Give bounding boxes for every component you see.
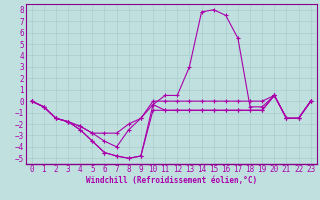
X-axis label: Windchill (Refroidissement éolien,°C): Windchill (Refroidissement éolien,°C) — [86, 176, 257, 185]
